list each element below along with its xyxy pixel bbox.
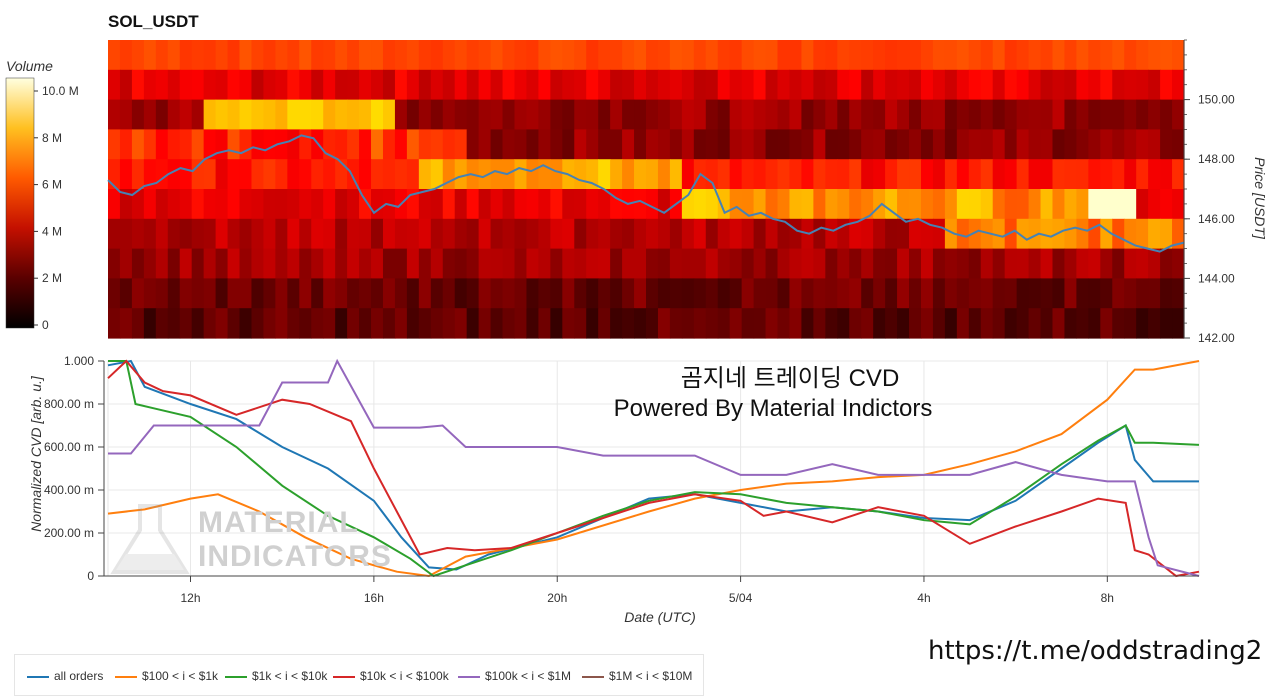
- cvd-x-tick-label: 16h: [364, 591, 384, 605]
- material-indicators-logo-icon: [110, 504, 190, 574]
- cvd-x-tick-label: 20h: [547, 591, 567, 605]
- colorbar-label: Volume: [6, 58, 53, 74]
- colorbar-tick-label: 4 M: [42, 224, 62, 238]
- x-axis-label: Date (UTC): [624, 609, 696, 625]
- legend-item[interactable]: $100k < i < $1M: [458, 669, 571, 683]
- price-tick-label: 150.00: [1198, 93, 1235, 107]
- cvd-y-tick-label: 200.00 m: [44, 526, 94, 540]
- overlay-title: 곰지네 트레이딩 CVD: [680, 365, 900, 392]
- material-indicators-logo: MATERIAL INDICATORS: [198, 506, 392, 574]
- cvd-plot-area: [107, 360, 1200, 577]
- legend-label: all orders: [54, 669, 104, 683]
- colorbar-tick-label: 8 M: [42, 131, 62, 145]
- cvd-y-tick-label: 0: [87, 569, 94, 583]
- cvd-y-tick-label: 400.00 m: [44, 483, 94, 497]
- colorbar: [5, 77, 35, 329]
- cvd-x-tick-label: 5/04: [729, 591, 753, 605]
- legend-item[interactable]: $10k < i < $100k: [333, 669, 449, 683]
- logo-text-line1: MATERIAL: [198, 506, 359, 539]
- legend: all orders $100 < i < $1k $1k < i < $10k $1…: [14, 654, 704, 696]
- cvd-series-line: [107, 359, 1199, 571]
- legend-swatch: [333, 675, 355, 678]
- overlay-subtitle: Powered By Material Indictors: [613, 395, 933, 422]
- price-axis-label: Price [USDT]: [1252, 157, 1268, 239]
- cvd-series-line: [107, 360, 1200, 578]
- logo-text-line2: INDICATORS: [198, 540, 392, 573]
- cvd-x-ticks: 12h 16h 20h 5/04 4h 8h: [180, 576, 1114, 605]
- colorbar-tick-label: 0: [42, 318, 49, 332]
- legend-label: $100 < i < $1k: [142, 669, 219, 683]
- colorbar-tick-label: 10.0 M: [42, 84, 79, 98]
- legend-item[interactable]: $1M < i < $10M: [582, 669, 692, 683]
- colorbar-tick-label: 2 M: [42, 271, 62, 285]
- cvd-y-axis-label: Normalized CVD [arb. u.]: [28, 376, 44, 532]
- cvd-y-ticks: 0 200.00 m 400.00 m 600.00 m 800.00 m 1.000: [44, 354, 104, 583]
- heatmap-cells: [108, 40, 1185, 339]
- price-tick-label: 142.00: [1198, 331, 1235, 345]
- price-tick-label: 146.00: [1198, 212, 1235, 226]
- cvd-series-line: [107, 359, 1200, 578]
- cvd-x-tick-label: 4h: [917, 591, 930, 605]
- legend-item[interactable]: $1k < i < $10k: [225, 669, 327, 683]
- cvd-series-line: [108, 360, 1200, 578]
- legend-swatch: [115, 675, 137, 678]
- price-tick-label: 144.00: [1198, 271, 1235, 285]
- price-tick-label: 148.00: [1198, 152, 1235, 166]
- chart-title: SOL_USDT: [108, 12, 199, 31]
- legend-label: $1M < i < $10M: [609, 669, 693, 683]
- cvd-x-tick-label: 8h: [1101, 591, 1114, 605]
- legend-item[interactable]: all orders: [27, 669, 103, 683]
- legend-swatch: [458, 675, 480, 678]
- legend-swatch: [582, 675, 604, 678]
- legend-item[interactable]: $100 < i < $1k: [115, 669, 218, 683]
- cvd-y-tick-label: 600.00 m: [44, 440, 94, 454]
- colorbar-ticks: 0 2 M 4 M 6 M 8 M 10.0 M: [34, 84, 79, 332]
- colorbar-tick-label: 6 M: [42, 178, 62, 192]
- cvd-lines: [107, 358, 1200, 578]
- cvd-y-tick-label: 1.000: [64, 354, 94, 368]
- legend-label: $10k < i < $100k: [360, 669, 449, 683]
- legend-label: $100k < i < $1M: [485, 669, 572, 683]
- price-ticks: 142.00 144.00 146.00 148.00 150.00: [1184, 39, 1235, 345]
- legend-swatch: [27, 675, 49, 678]
- cvd-x-tick-label: 12h: [180, 591, 200, 605]
- telegram-link[interactable]: https://t.me/oddstrading2: [928, 636, 1263, 666]
- legend-label: $1k < i < $10k: [252, 669, 328, 683]
- cvd-series-line: [108, 358, 1200, 577]
- cvd-y-tick-label: 800.00 m: [44, 397, 94, 411]
- legend-swatch: [225, 675, 247, 678]
- price-line: [107, 134, 1185, 253]
